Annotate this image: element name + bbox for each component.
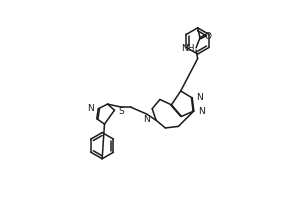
Text: S: S xyxy=(118,107,124,116)
Text: N: N xyxy=(198,107,204,116)
Text: N: N xyxy=(143,115,150,124)
Text: N: N xyxy=(196,93,203,102)
Text: NH: NH xyxy=(181,44,195,53)
Text: N: N xyxy=(87,104,94,113)
Text: O: O xyxy=(204,32,211,41)
